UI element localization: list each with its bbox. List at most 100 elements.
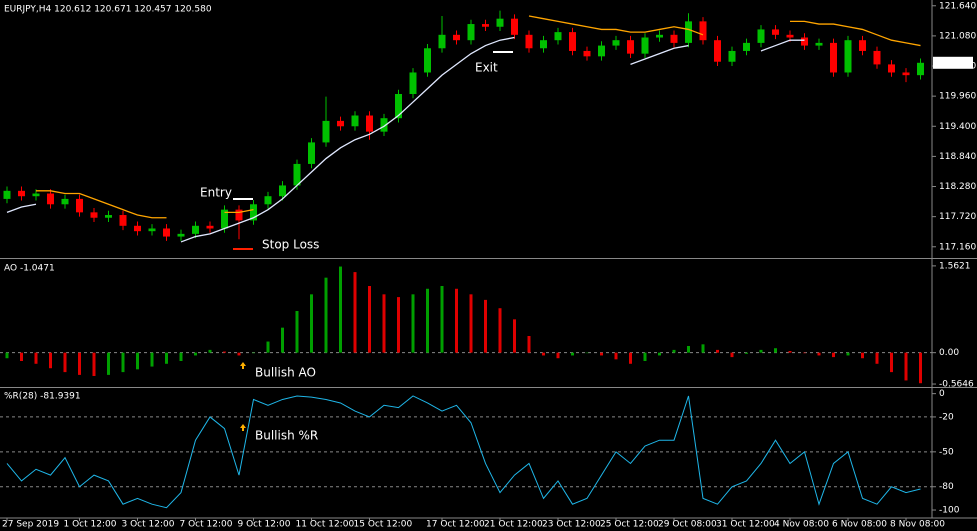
candle-body bbox=[685, 21, 692, 43]
ao-bar bbox=[716, 349, 719, 353]
ao-bar bbox=[571, 352, 574, 356]
current-price-label: 120.580 bbox=[936, 58, 973, 68]
ao-bar bbox=[179, 352, 183, 361]
annotation: Exit bbox=[475, 61, 498, 75]
candle-body bbox=[641, 37, 649, 54]
ao-bar bbox=[324, 277, 328, 353]
ao-bar bbox=[281, 327, 284, 353]
candle-body bbox=[380, 118, 388, 132]
candle-body bbox=[47, 193, 54, 205]
y-tick-label: -0.5646 bbox=[939, 380, 974, 390]
x-tick-label: 15 Oct 12:00 bbox=[354, 520, 413, 530]
x-tick-label: 7 Oct 12:00 bbox=[180, 520, 233, 530]
ao-bar bbox=[20, 352, 23, 361]
annotation: Bullish %R bbox=[255, 429, 318, 443]
candle-body bbox=[119, 215, 127, 226]
candle-body bbox=[105, 215, 112, 218]
candle-body bbox=[322, 120, 330, 143]
y-tick-label: 121.640 bbox=[939, 1, 976, 11]
wpr-line bbox=[6, 395, 921, 509]
ao-bar bbox=[890, 352, 893, 373]
x-tick-label: 29 Oct 08:00 bbox=[658, 520, 717, 530]
ao-bar bbox=[585, 352, 589, 354]
candle-body bbox=[583, 50, 591, 57]
candle-body bbox=[714, 40, 721, 62]
candle-body bbox=[511, 18, 518, 35]
candle-body bbox=[235, 209, 243, 221]
y-tick-label: 119.960 bbox=[939, 92, 976, 102]
x-tick-label: 25 Oct 12:00 bbox=[600, 520, 659, 530]
ao-bar bbox=[339, 266, 342, 353]
ao-bar bbox=[527, 336, 531, 353]
x-tick-label: 6 Nov 08:00 bbox=[832, 520, 887, 530]
trail-line bbox=[6, 36, 805, 243]
ao-bar bbox=[614, 352, 618, 360]
ao-bar bbox=[542, 352, 545, 356]
ao-bar bbox=[63, 352, 67, 373]
ao-bar bbox=[484, 299, 487, 353]
candle-body bbox=[264, 196, 272, 205]
panel-title: AO -1.0471 bbox=[4, 264, 55, 274]
candle-body bbox=[699, 21, 707, 41]
candle-body bbox=[467, 24, 475, 41]
ao-bar bbox=[107, 352, 110, 375]
candle-body bbox=[888, 64, 895, 73]
y-tick-label: 1.5621 bbox=[939, 261, 971, 271]
ao-bar bbox=[49, 352, 52, 369]
ao-bar bbox=[237, 352, 241, 356]
ao-bar bbox=[513, 319, 516, 353]
current-price-box bbox=[933, 56, 973, 69]
arrow-icon bbox=[240, 424, 246, 431]
candle-body bbox=[453, 34, 460, 41]
x-tick-label: 3 Oct 12:00 bbox=[122, 520, 175, 530]
ao-bar bbox=[34, 352, 38, 364]
ao-bar bbox=[861, 352, 864, 359]
ao-bar bbox=[455, 288, 458, 353]
annotation: Stop Loss bbox=[262, 238, 319, 252]
ao-bar bbox=[252, 352, 255, 354]
candle-body bbox=[482, 24, 489, 27]
candle-body bbox=[786, 34, 794, 38]
candle-body bbox=[192, 225, 199, 234]
candle-body bbox=[32, 193, 40, 197]
ao-bar bbox=[136, 352, 139, 370]
y-tick-label: 119.400 bbox=[939, 122, 976, 132]
candle-body bbox=[917, 62, 924, 76]
x-tick-label: 21 Oct 12:00 bbox=[484, 520, 543, 530]
x-tick-label: 17 Oct 12:00 bbox=[426, 520, 485, 530]
candle-body bbox=[250, 204, 257, 221]
ao-bar bbox=[150, 352, 154, 367]
candle-body bbox=[177, 233, 185, 237]
ao-bar bbox=[658, 352, 661, 356]
candle-body bbox=[134, 225, 141, 232]
ao-bar bbox=[411, 294, 415, 353]
candle-body bbox=[612, 40, 620, 46]
ao-bar bbox=[875, 352, 879, 364]
ao-bar bbox=[745, 352, 748, 354]
ao-bar bbox=[498, 308, 502, 353]
candle-body bbox=[206, 225, 214, 229]
candle-body bbox=[395, 93, 402, 119]
candle-body bbox=[279, 185, 286, 197]
ao-bar bbox=[556, 352, 560, 359]
candle-body bbox=[337, 120, 344, 127]
ao-bar bbox=[803, 352, 806, 354]
x-tick-label: 27 Sep 2019 bbox=[2, 520, 59, 530]
ao-bar bbox=[629, 352, 632, 364]
candle-body bbox=[670, 34, 678, 43]
x-tick-label: 1 Oct 12:00 bbox=[64, 520, 117, 530]
ao-bar bbox=[194, 352, 197, 356]
ao-bar bbox=[600, 352, 603, 356]
y-tick-label: 121.080 bbox=[939, 31, 976, 41]
panel-title: %R(28) -81.9391 bbox=[4, 392, 81, 402]
x-tick-label: 31 Oct 12:00 bbox=[716, 520, 775, 530]
ao-bar bbox=[701, 344, 705, 353]
ao-bar bbox=[426, 288, 429, 353]
ao-bar bbox=[730, 352, 734, 358]
candle-body bbox=[656, 34, 663, 38]
ao-bar bbox=[759, 349, 763, 353]
ao-bar bbox=[382, 294, 386, 353]
ao-bar bbox=[353, 272, 357, 353]
